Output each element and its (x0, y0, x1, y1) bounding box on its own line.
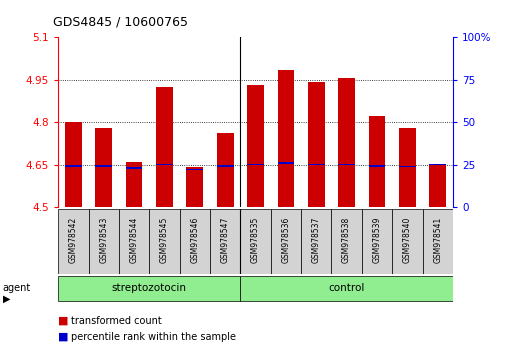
Text: agent: agent (3, 283, 31, 293)
Text: streptozotocin: streptozotocin (112, 283, 186, 293)
Bar (65, 165, 82, 167)
Text: ■: ■ (58, 316, 69, 326)
Bar (126, 167, 142, 169)
Bar (240, 275, 452, 301)
Bar (391, 209, 422, 274)
Bar (186, 169, 203, 170)
Bar (179, 209, 210, 274)
Text: ▶: ▶ (3, 294, 10, 304)
Bar (156, 87, 173, 207)
Bar (126, 162, 142, 207)
Bar (270, 209, 300, 274)
Bar (95, 165, 112, 167)
Bar (307, 164, 324, 165)
Bar (119, 209, 149, 274)
Bar (331, 209, 361, 274)
Bar (186, 167, 203, 207)
Text: GSM978535: GSM978535 (250, 217, 260, 263)
Text: GSM978541: GSM978541 (432, 217, 441, 263)
Bar (337, 164, 355, 165)
Bar (58, 275, 240, 301)
Bar (156, 164, 173, 165)
Bar (300, 209, 331, 274)
Text: GDS4845 / 10600765: GDS4845 / 10600765 (53, 15, 188, 28)
Bar (240, 209, 270, 274)
Text: GSM978547: GSM978547 (220, 217, 229, 263)
Text: GSM978543: GSM978543 (99, 217, 108, 263)
Bar (429, 165, 445, 207)
Bar (95, 128, 112, 207)
Bar (398, 128, 415, 207)
Bar (422, 209, 452, 274)
Bar (361, 209, 391, 274)
Bar (277, 70, 294, 207)
Bar (217, 165, 233, 167)
Bar (149, 209, 179, 274)
Text: GSM978542: GSM978542 (69, 217, 78, 263)
Bar (217, 133, 233, 207)
Text: ■: ■ (58, 332, 69, 342)
Bar (58, 209, 88, 274)
Text: GSM978545: GSM978545 (160, 217, 169, 263)
Text: GSM978546: GSM978546 (190, 217, 199, 263)
Text: GSM978536: GSM978536 (281, 217, 290, 263)
Bar (337, 78, 355, 207)
Bar (88, 209, 119, 274)
Text: GSM978540: GSM978540 (402, 217, 411, 263)
Text: GSM978537: GSM978537 (311, 217, 320, 263)
Bar (277, 162, 294, 164)
Bar (368, 165, 385, 167)
Bar (247, 164, 264, 165)
Bar (65, 122, 82, 207)
Text: GSM978539: GSM978539 (372, 217, 381, 263)
Bar (398, 166, 415, 167)
Text: transformed count: transformed count (71, 316, 161, 326)
Bar (429, 164, 445, 165)
Bar (247, 85, 264, 207)
Bar (307, 82, 324, 207)
Text: GSM978544: GSM978544 (129, 217, 138, 263)
Text: percentile rank within the sample: percentile rank within the sample (71, 332, 235, 342)
Text: control: control (328, 283, 364, 293)
Bar (368, 116, 385, 207)
Bar (210, 209, 240, 274)
Text: GSM978538: GSM978538 (341, 217, 350, 263)
